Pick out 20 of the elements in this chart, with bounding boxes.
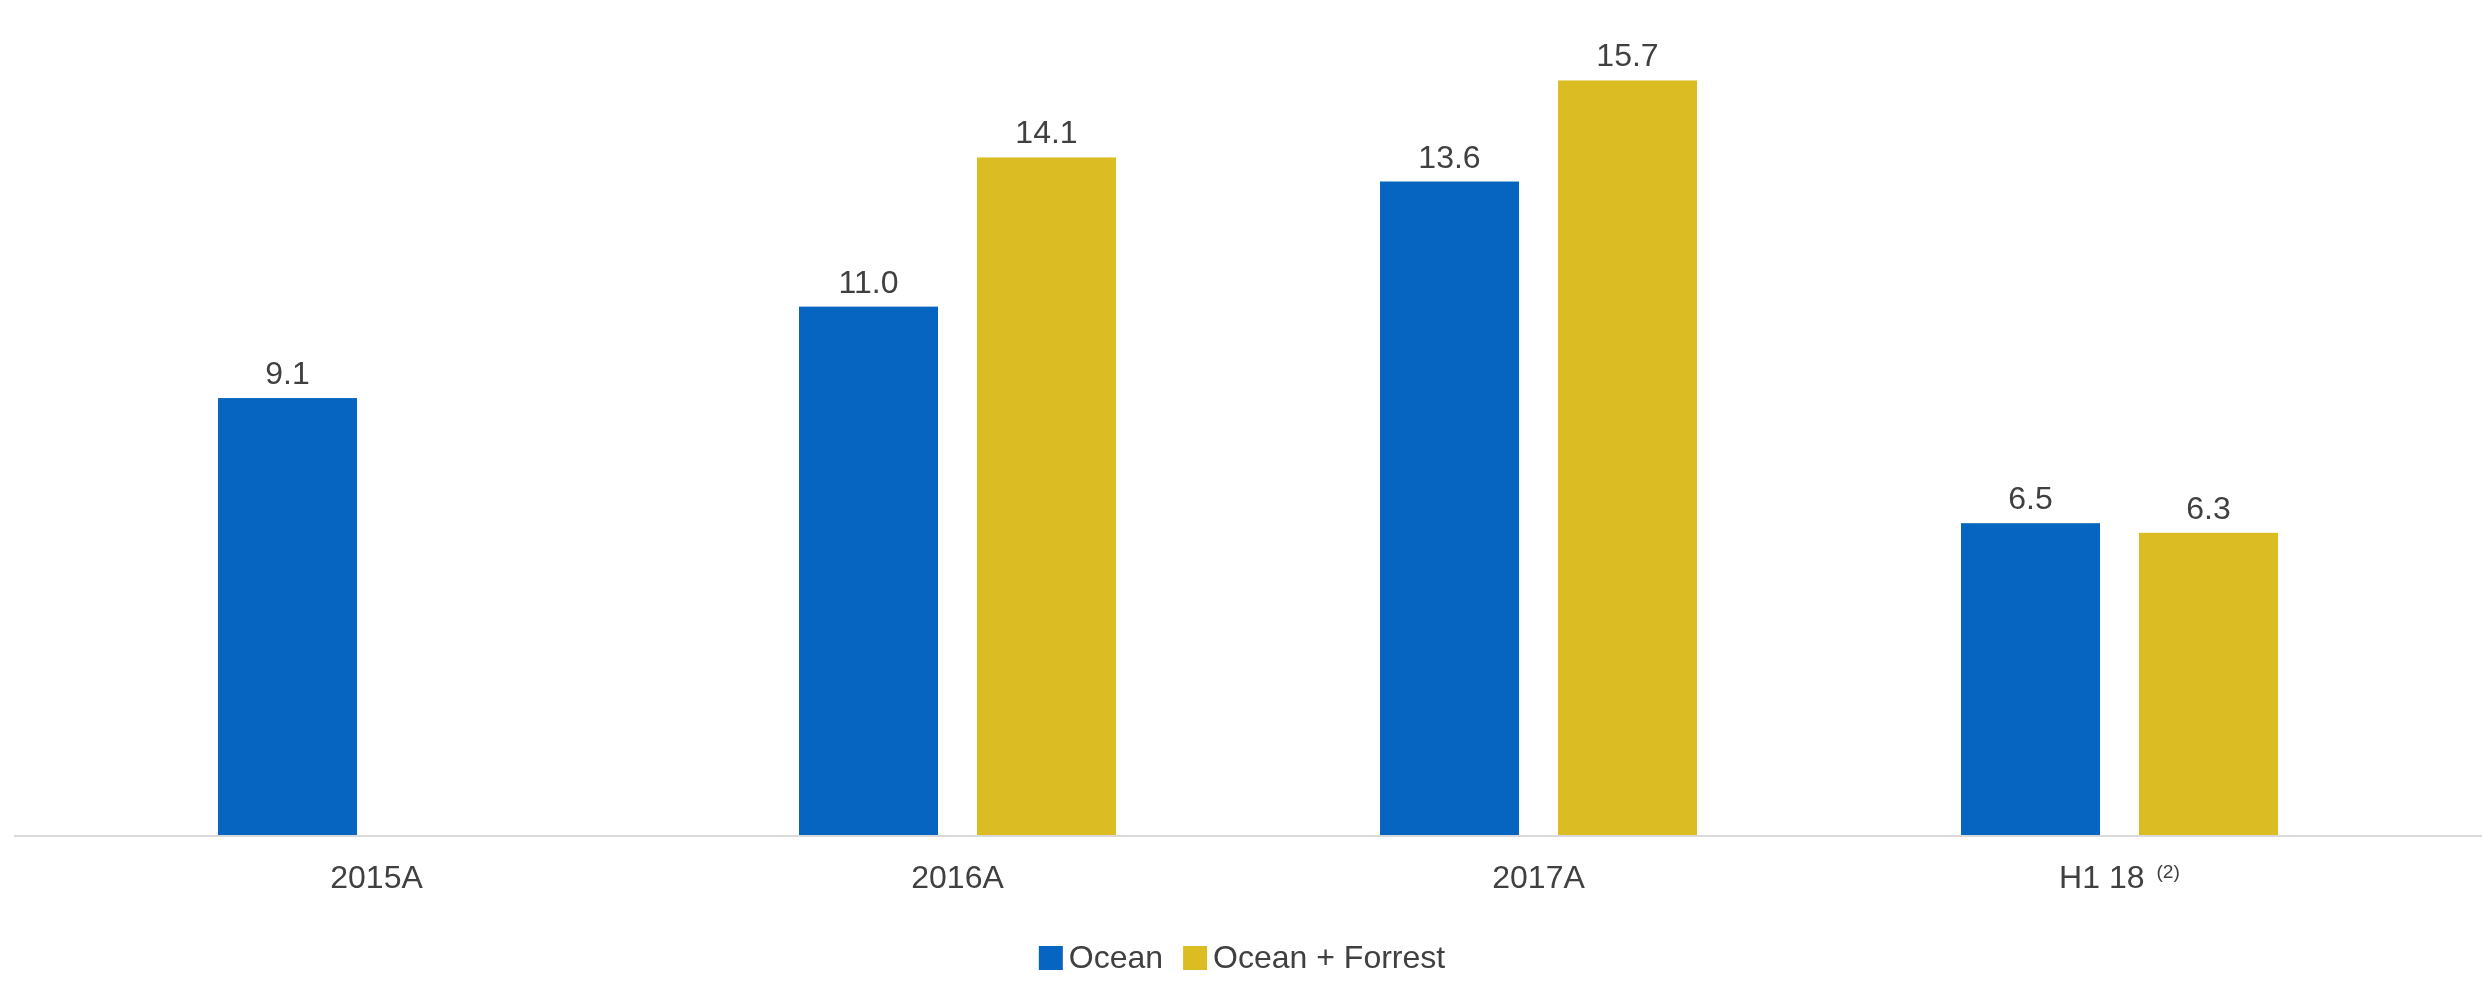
- data-label: 11.0: [838, 263, 899, 300]
- x-tick-label: 2017A: [1492, 859, 1586, 895]
- x-tick-label: 2015A: [330, 859, 424, 895]
- bar: [977, 157, 1116, 836]
- data-label: 6.3: [2186, 489, 2231, 526]
- legend-label: Ocean + Forrest: [1213, 939, 1446, 975]
- bar: [1380, 181, 1519, 836]
- data-label: 13.6: [1418, 138, 1481, 175]
- bar: [799, 306, 938, 836]
- x-tick-label: 2016A: [911, 859, 1005, 895]
- bar: [218, 398, 357, 836]
- data-label: 15.7: [1596, 37, 1659, 74]
- data-label: 14.1: [1015, 114, 1078, 151]
- bar: [1961, 523, 2100, 836]
- data-label: 9.1: [265, 355, 310, 392]
- data-label: 6.5: [2008, 480, 2053, 517]
- x-tick-label: H1 18$^{(2)}$: [2059, 859, 2180, 895]
- bar: [1558, 80, 1697, 836]
- bar: [2139, 532, 2278, 836]
- legend-label: Ocean: [1068, 939, 1164, 975]
